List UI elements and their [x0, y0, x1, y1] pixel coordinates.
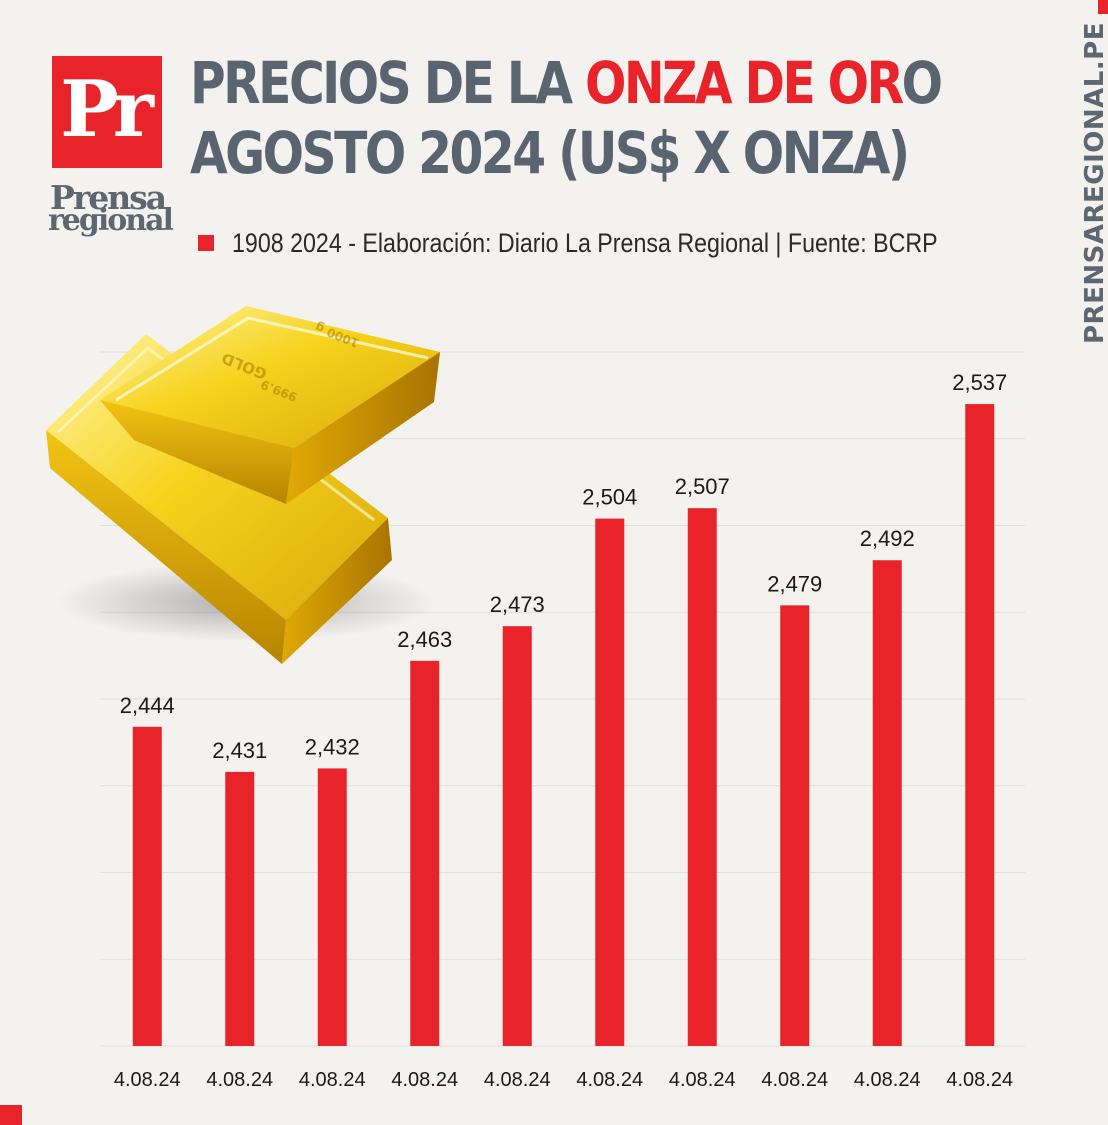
x-tick-label-6: 4.08.24	[576, 1069, 643, 1091]
value-label-5: 2,473	[490, 592, 545, 617]
chart-x-ticks: 4.08.24 4.08.24 4.08.24 4.08.24 4.08.24 4.08.…	[114, 1069, 1013, 1091]
x-tick-label-5: 4.08.24	[484, 1069, 551, 1091]
gold-bars-illustration: GOLD 999.9 1000 g	[46, 306, 440, 664]
title-highlight: ONZA DE OR	[584, 49, 904, 117]
bar-1	[132, 726, 162, 1046]
value-label-10: 2,537	[952, 370, 1007, 395]
logo-wordmark: Prensa regional	[48, 178, 174, 238]
x-tick-label-3: 4.08.24	[299, 1069, 366, 1091]
chart-value-labels: 2,444 2,431 2,432 2,463 2,473 2,504 2,507 2,479…	[120, 370, 1008, 763]
legend-square-icon	[198, 235, 214, 251]
corner-accent-bottom	[0, 1105, 22, 1125]
logo-mark-text: Pr	[60, 64, 154, 155]
x-tick-label-7: 4.08.24	[669, 1069, 736, 1091]
bar-8	[780, 605, 810, 1046]
value-label-4: 2,463	[397, 627, 452, 652]
bar-5	[502, 626, 532, 1046]
bar-2	[225, 771, 255, 1046]
x-tick-label-4: 4.08.24	[391, 1069, 458, 1091]
x-tick-label-10: 4.08.24	[946, 1069, 1013, 1091]
x-tick-label-2: 4.08.24	[206, 1069, 273, 1091]
bar-7	[687, 508, 717, 1046]
value-label-1: 2,444	[120, 693, 175, 718]
logo-wordmark-line1: Prensa	[50, 178, 167, 217]
value-label-7: 2,507	[675, 474, 730, 499]
title-line-1: PRECIOS DE LA ONZA DE ORO	[190, 48, 943, 118]
value-label-2: 2,431	[212, 738, 267, 763]
source-note: 1908 2024 - Elaboración: Diario La Prens…	[198, 226, 998, 260]
title-line-1-end: O	[901, 49, 943, 117]
source-note-text: 1908 2024 - Elaboración: Diario La Prens…	[232, 227, 938, 258]
title-line-2: AGOSTO 2024 (US$ X ONZA)	[190, 119, 910, 187]
x-tick-label-9: 4.08.24	[854, 1069, 921, 1091]
bar-9	[872, 560, 902, 1046]
value-label-9: 2,492	[860, 526, 915, 551]
page-title: PRECIOS DE LA ONZA DE ORO AGOSTO 2024 (U…	[190, 48, 943, 188]
value-label-3: 2,432	[305, 734, 360, 759]
corner-accent-top	[1098, 0, 1108, 14]
bar-10	[965, 404, 995, 1046]
value-label-6: 2,504	[582, 485, 637, 510]
bar-4	[410, 660, 440, 1046]
logo-wordmark-line2: regional	[48, 202, 174, 238]
bar-3	[317, 768, 347, 1046]
x-tick-label-1: 4.08.24	[114, 1069, 181, 1091]
x-tick-label-8: 4.08.24	[761, 1069, 828, 1091]
logo-mark: Pr	[52, 56, 162, 168]
title-line-1-start: PRECIOS DE LA	[190, 49, 585, 117]
value-label-8: 2,479	[767, 571, 822, 596]
chart-bars	[132, 404, 995, 1046]
bar-6	[595, 518, 625, 1046]
